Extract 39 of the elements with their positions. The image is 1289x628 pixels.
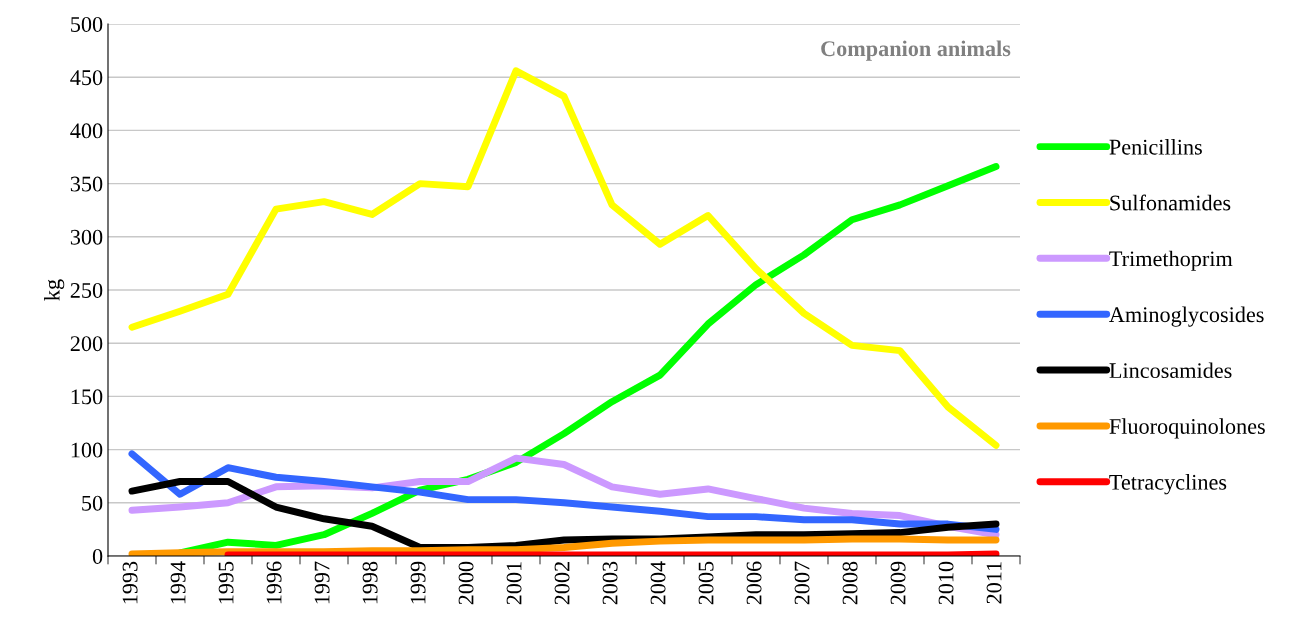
legend-label: Penicillins [1109, 139, 1202, 155]
y-tick-label: 0 [92, 548, 103, 564]
y-tick-label: 400 [70, 123, 103, 139]
y-tick-label: 250 [70, 282, 103, 298]
x-tick-label: 2000 [458, 561, 474, 605]
x-tick-label: 2011 [986, 562, 1002, 604]
x-tick-label: 2004 [650, 561, 666, 605]
y-axis-title: kg [44, 279, 65, 301]
x-tick-label: 1996 [266, 561, 282, 604]
y-tick-label: 150 [71, 389, 103, 405]
x-tick-label: 2010 [938, 561, 954, 605]
y-tick-label: 100 [71, 442, 103, 458]
x-tick-label: 1993 [122, 561, 138, 604]
y-tick-label: 50 [82, 495, 103, 511]
x-tick-label: 1999 [410, 561, 426, 604]
x-tick-label: 2002 [554, 562, 570, 605]
legend-label: Fluoroquinolones [1109, 418, 1265, 439]
x-tick-label: 2009 [890, 561, 906, 605]
x-tick-label: 2005 [698, 561, 714, 605]
annotation: Companion animals [821, 40, 1011, 61]
y-tick-label: 350 [70, 176, 103, 192]
legend-label: Lincosamides [1109, 362, 1232, 379]
x-tick-label: 1997 [314, 561, 330, 604]
y-tick-label: 500 [71, 16, 103, 32]
legend-label: Trimethoprim [1109, 250, 1233, 271]
x-tick-label: 1995 [218, 561, 234, 604]
y-tick-label: 200 [70, 336, 103, 352]
x-tick-label: 1998 [362, 561, 378, 604]
y-tick-label: 450 [70, 70, 103, 86]
legend-label: Tetracyclines [1109, 474, 1227, 495]
legend-label: Aminoglycosides [1109, 306, 1264, 327]
x-tick-label: 2003 [602, 561, 618, 605]
x-tick-label: 2008 [842, 561, 858, 605]
legend-label: Sulfonamides [1110, 194, 1231, 211]
x-tick-label: 2007 [794, 561, 810, 605]
y-tick-label: 300 [70, 229, 103, 245]
x-tick-label: 2006 [746, 561, 762, 605]
x-tick-label: 1994 [170, 561, 186, 604]
x-tick-label: 2001 [506, 562, 522, 605]
